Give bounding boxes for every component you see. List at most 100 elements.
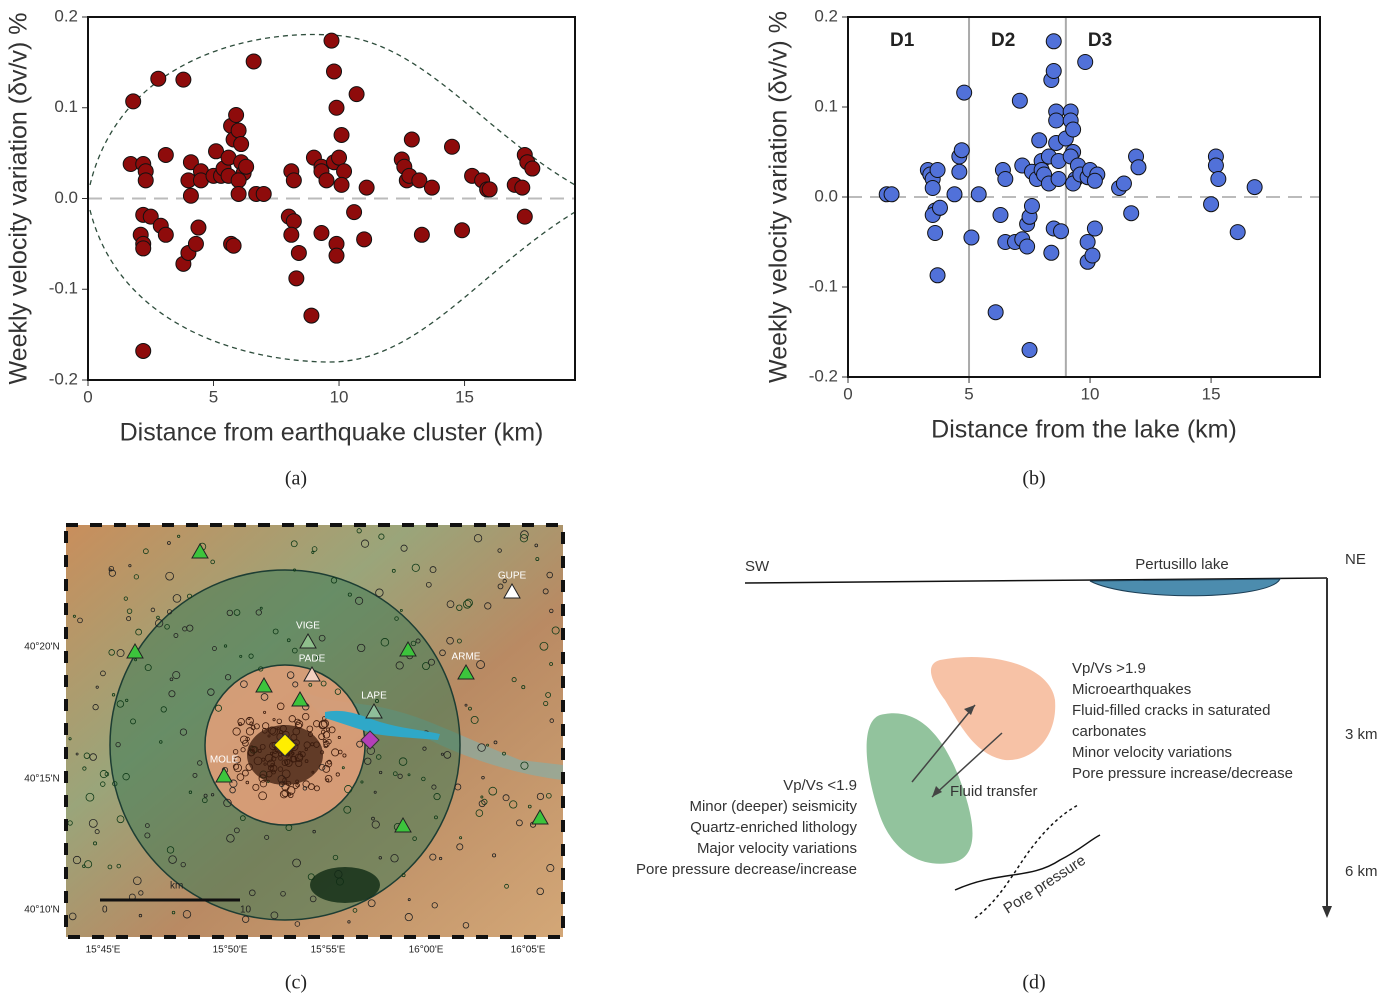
- point: [444, 139, 459, 154]
- point: [1116, 176, 1131, 191]
- lat-label: 40°15'N: [24, 774, 59, 785]
- lat-label: 40°20'N: [24, 642, 59, 653]
- lon-label: 15°45'E: [86, 945, 121, 956]
- description: Vp/Vs <1.9: [783, 777, 857, 794]
- lon-label: 16°00'E: [409, 945, 444, 956]
- point: [286, 173, 301, 188]
- point: [329, 248, 344, 263]
- label: SW: [745, 558, 770, 575]
- point: [359, 180, 374, 195]
- point: [884, 187, 899, 202]
- point: [1044, 245, 1059, 260]
- point: [1087, 173, 1102, 188]
- description: Pore pressure decrease/increase: [636, 861, 857, 878]
- caption: (d): [1022, 972, 1045, 994]
- x-tick-label: 10: [330, 387, 349, 406]
- point: [319, 173, 334, 188]
- point: [126, 94, 141, 109]
- point: [337, 164, 352, 179]
- point: [158, 147, 173, 162]
- lat-label: 40°10'N: [24, 905, 59, 916]
- point: [932, 200, 947, 215]
- point: [1078, 55, 1093, 70]
- point: [329, 100, 344, 115]
- point: [928, 226, 943, 241]
- point: [1049, 113, 1064, 128]
- plot: -0.2-0.10.00.10.2051015Distance from ear…: [5, 6, 575, 489]
- description: Vp/Vs >1.9: [1072, 660, 1146, 677]
- y-axis-label: Weekly velocity variation (δv/v) %: [5, 13, 33, 385]
- y-tick-label: 0.0: [814, 186, 838, 205]
- point: [347, 205, 362, 220]
- cluster: [310, 867, 380, 903]
- scale-unit: km: [170, 881, 183, 892]
- station-label: MOLE: [210, 755, 239, 766]
- point: [324, 33, 339, 48]
- station-label: GUPE: [498, 571, 527, 582]
- point: [151, 71, 166, 86]
- point: [1066, 122, 1081, 137]
- point: [414, 227, 429, 242]
- point: [1020, 239, 1035, 254]
- label: Pore pressure: [1001, 852, 1089, 918]
- y-tick-label: 0.1: [814, 96, 838, 115]
- region-label: D1: [890, 30, 915, 51]
- point: [357, 232, 372, 247]
- point: [176, 72, 191, 87]
- label: Pertusillo lake: [1135, 556, 1228, 573]
- station-label: LAPE: [361, 691, 387, 702]
- y-tick-label: 0.1: [54, 97, 78, 116]
- point: [1124, 206, 1139, 221]
- point: [334, 127, 349, 142]
- point: [1085, 248, 1100, 263]
- point: [1080, 235, 1095, 250]
- point: [314, 225, 329, 240]
- x-axis-label: Distance from earthquake cluster (km): [120, 419, 544, 447]
- y-tick-label: -0.1: [49, 279, 78, 298]
- lon-label: 16°05'E: [511, 945, 546, 956]
- point: [291, 245, 306, 260]
- point: [1012, 93, 1027, 108]
- point: [138, 173, 153, 188]
- x-tick-label: 15: [455, 387, 474, 406]
- description: Fluid-filled cracks in saturated: [1072, 702, 1270, 719]
- caption: (b): [1022, 468, 1045, 490]
- point: [455, 223, 470, 238]
- point: [332, 150, 347, 165]
- station-label: VIGE: [296, 621, 320, 632]
- point: [1131, 160, 1146, 175]
- point: [136, 343, 151, 358]
- map: GUPEVIGEPADEARMELAPEMOLE 0 km 10 40°20'N…: [24, 525, 563, 956]
- point: [971, 187, 986, 202]
- point: [525, 161, 540, 176]
- point: [957, 85, 972, 100]
- point: [1051, 172, 1066, 187]
- point: [1208, 158, 1223, 173]
- description: Microearthquakes: [1072, 681, 1191, 698]
- point: [1024, 199, 1039, 214]
- point: [947, 187, 962, 202]
- description: Minor (deeper) seismicity: [689, 798, 857, 815]
- point: [482, 182, 497, 197]
- point: [284, 227, 299, 242]
- scale-end: 10: [240, 905, 252, 916]
- point: [925, 181, 940, 196]
- x-tick-label: 15: [1202, 384, 1221, 403]
- x-tick-label: 10: [1081, 384, 1100, 403]
- diagram: SW NE Pertusillo lake 3 km 6 km Fluid tr…: [636, 551, 1377, 918]
- x-tick-label: 5: [964, 384, 973, 403]
- point: [1022, 343, 1037, 358]
- lon-label: 15°55'E: [311, 945, 346, 956]
- description: Minor velocity variations: [1072, 744, 1232, 761]
- point: [191, 220, 206, 235]
- point: [1211, 172, 1226, 187]
- point: [1247, 180, 1262, 195]
- lon-label: 15°50'E: [213, 945, 248, 956]
- point: [136, 241, 151, 256]
- point: [231, 186, 246, 201]
- y-tick-label: 0.2: [814, 6, 838, 25]
- point: [158, 227, 173, 242]
- point: [404, 132, 419, 147]
- x-tick-label: 0: [843, 384, 852, 403]
